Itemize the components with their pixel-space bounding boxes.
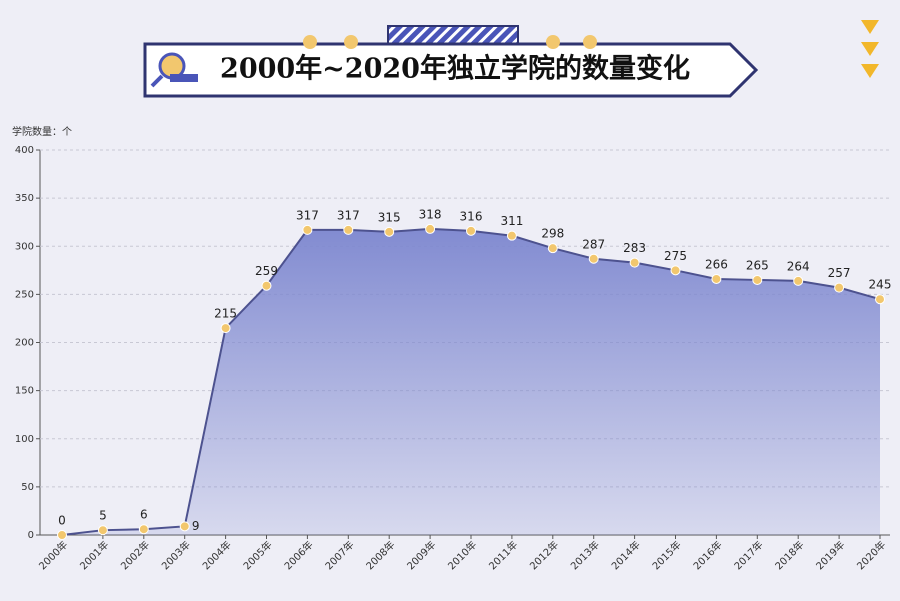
title-banner [143,20,879,98]
x-tick-label: 2007年 [322,538,356,572]
x-tick-label: 2015年 [649,538,683,572]
y-axis-label: 学院数量：个 [12,125,72,138]
marker [793,275,804,286]
x-tick-label: 2004年 [200,538,234,572]
x-tick-label: 2005年 [240,538,274,572]
x-tick-label: 2013年 [568,538,602,572]
x-tick-label: 2020年 [854,538,888,572]
data-label: 311 [500,214,523,228]
x-tick-label: 2016年 [690,538,724,572]
data-label: 265 [746,258,769,272]
x-tick-label: 2001年 [77,538,111,572]
marker [711,273,722,284]
marker [670,265,681,276]
data-label: 298 [541,227,564,241]
y-tick-label: 400 [15,145,34,156]
y-tick-label: 350 [15,193,34,204]
marker [384,226,395,237]
data-label: 315 [378,210,401,224]
marker [425,223,436,234]
y-tick-label: 150 [15,386,34,397]
marker [220,323,231,334]
marker [466,225,476,236]
marker [752,274,763,285]
data-label: 5 [99,509,107,523]
area [62,228,880,536]
data-label: 317 [296,208,319,222]
data-label: 264 [787,259,810,273]
marker [506,230,517,241]
y-tick-label: 300 [15,241,34,252]
marker [261,280,272,291]
x-tick-label: 2009年 [404,538,438,572]
x-tick-label: 2011年 [486,538,520,572]
data-label: 259 [255,264,278,278]
x-tick-label: 2019年 [813,538,847,572]
x-tick-label: 2003年 [159,538,193,572]
marker [588,253,599,264]
marker [179,521,190,532]
y-tick-label: 50 [21,482,34,493]
y-tick-label: 100 [15,434,34,445]
data-label: 6 [140,508,148,522]
data-label: 257 [828,266,851,280]
x-tick-label: 2008年 [363,538,397,572]
data-label: 0 [58,514,66,528]
chart-title: 2000年~2020年独立学院的数量变化 [220,53,690,85]
marker [547,243,558,254]
data-label: 317 [337,208,360,222]
data-label: 9 [192,519,200,533]
marker [97,525,108,536]
x-tick-label: 2018年 [772,538,806,572]
data-label: 287 [582,237,605,251]
data-label: 318 [419,207,442,221]
x-tick-label: 2002年 [118,538,152,572]
marker [834,282,845,293]
y-tick-label: 0 [28,530,34,541]
marker [138,524,149,535]
marker [57,530,67,540]
x-tick-label: 2000年 [36,538,70,572]
x-tick-label: 2010年 [445,538,479,572]
data-label: 266 [705,257,728,271]
x-tick-label: 2014年 [609,538,643,572]
data-label: 245 [869,278,892,292]
y-tick-label: 250 [15,289,34,300]
data-label: 283 [623,241,646,255]
marker [302,224,313,235]
data-label: 215 [214,307,237,321]
marker [343,224,354,235]
data-label: 275 [664,249,687,263]
x-tick-label: 2017年 [731,538,765,572]
marker [629,257,640,268]
y-tick-label: 200 [15,338,34,349]
x-tick-label: 2012年 [527,538,561,572]
marker [875,294,885,305]
x-tick-label: 2006年 [281,538,315,572]
data-label: 316 [460,209,483,223]
